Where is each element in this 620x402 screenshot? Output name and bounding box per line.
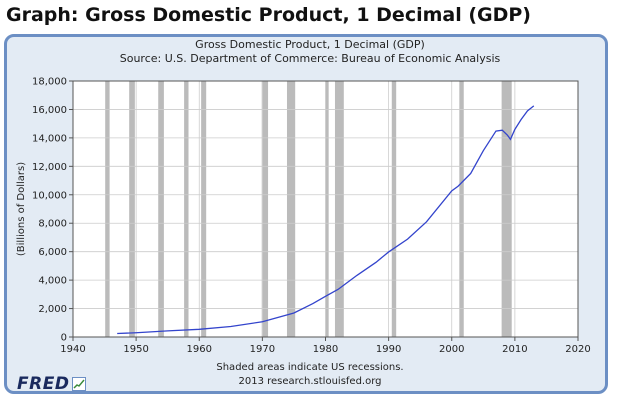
recession-band xyxy=(158,81,164,337)
y-tick-label: 6,000 xyxy=(38,247,67,258)
recession-band xyxy=(286,81,296,337)
y-tick-label: 12,000 xyxy=(32,162,67,173)
recession-band xyxy=(184,81,189,337)
y-tick-label: 0 xyxy=(61,333,67,344)
gdp-series-line xyxy=(117,105,535,335)
y-tick-label: 2,000 xyxy=(38,304,67,315)
x-tick-label: 1980 xyxy=(313,344,338,355)
recession-band xyxy=(129,81,135,337)
x-tick-label: 2020 xyxy=(565,344,590,355)
x-tick-label: 1990 xyxy=(376,344,401,355)
recession-band xyxy=(105,81,110,337)
recession-band xyxy=(334,81,344,337)
recession-band xyxy=(501,81,512,337)
footnote-recessions: Shaded areas indicate US recessions. xyxy=(216,362,403,373)
y-tick-label: 14,000 xyxy=(32,133,67,144)
chart-frame: 0 2,000 4,000 6,000 8,000 10,000 12,000 14,000 1… xyxy=(4,34,608,394)
fred-logo-text: FRED xyxy=(17,374,70,394)
footnote-source: 2013 research.stlouisfed.org xyxy=(238,376,381,387)
x-tick-label: 1940 xyxy=(60,344,85,355)
x-tick-label: 1950 xyxy=(123,344,148,355)
y-tick-label: 4,000 xyxy=(38,276,67,287)
recession-band xyxy=(391,81,397,337)
y-tick-label: 10,000 xyxy=(32,190,67,201)
page-title: Graph: Gross Domestic Product, 1 Decimal… xyxy=(6,4,531,26)
recession-band xyxy=(459,81,464,337)
y-tick-label: 16,000 xyxy=(32,105,67,116)
x-tick-label: 2000 xyxy=(439,344,464,355)
recession-band xyxy=(325,81,329,337)
x-tick-label: 1970 xyxy=(250,344,275,355)
x-tick-label: 2010 xyxy=(502,344,527,355)
recession-band xyxy=(261,81,269,337)
gdp-line-chart: 0 2,000 4,000 6,000 8,000 10,000 12,000 14,000 1… xyxy=(16,38,591,387)
y-axis-label: (Billions of Dollars) xyxy=(16,162,27,256)
x-tick-label: 1960 xyxy=(187,344,212,355)
fred-chart-icon xyxy=(72,377,87,391)
y-tick-label: 18,000 xyxy=(32,77,67,88)
chart-subtitle: Source: U.S. Department of Commerce: Bur… xyxy=(120,52,501,65)
recession-band xyxy=(201,81,207,337)
chart-title: Gross Domestic Product, 1 Decimal (GDP) xyxy=(195,38,425,51)
fred-logo: FRED xyxy=(17,373,87,394)
y-tick-label: 8,000 xyxy=(38,219,67,230)
